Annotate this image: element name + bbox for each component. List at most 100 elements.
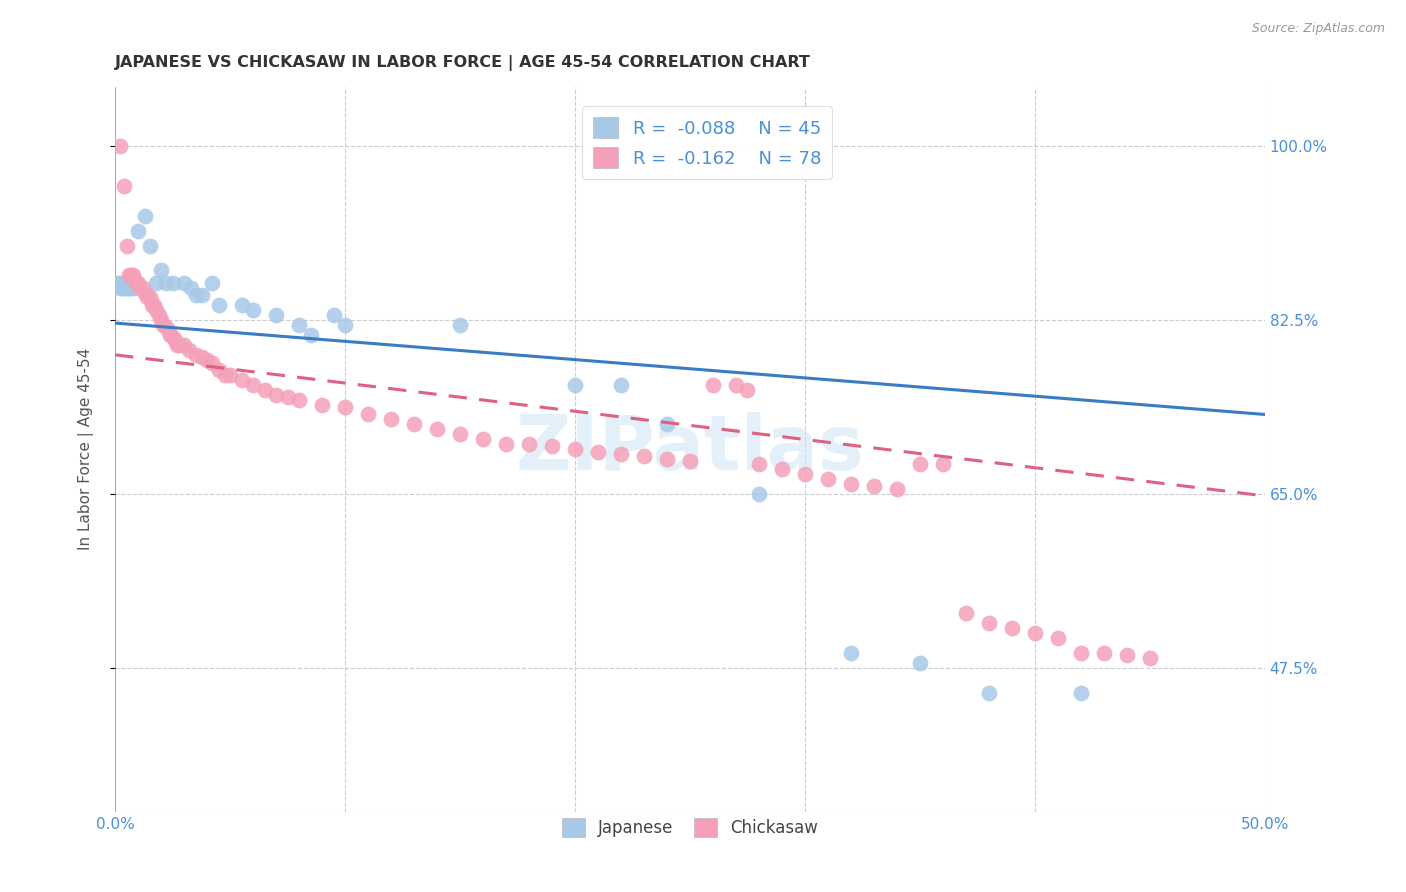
Point bbox=[115, 238, 138, 252]
Point bbox=[125, 277, 148, 291]
Point bbox=[155, 320, 177, 334]
Point bbox=[118, 268, 141, 283]
Point bbox=[118, 281, 141, 295]
Point bbox=[166, 338, 188, 352]
Point bbox=[138, 238, 160, 252]
Point bbox=[1024, 626, 1046, 640]
Point bbox=[184, 348, 207, 362]
Point bbox=[207, 298, 229, 312]
Point bbox=[125, 277, 148, 291]
Point bbox=[201, 277, 224, 291]
Point bbox=[162, 277, 184, 291]
Point bbox=[449, 427, 471, 442]
Point bbox=[886, 482, 908, 496]
Point bbox=[122, 268, 145, 283]
Point bbox=[150, 263, 173, 277]
Point bbox=[333, 400, 356, 414]
Point bbox=[1115, 648, 1137, 662]
Point bbox=[155, 277, 177, 291]
Point bbox=[908, 656, 931, 670]
Point bbox=[610, 447, 633, 461]
Point bbox=[794, 467, 817, 481]
Point bbox=[169, 338, 191, 352]
Point bbox=[173, 338, 195, 352]
Point bbox=[195, 352, 218, 367]
Point bbox=[633, 449, 655, 463]
Point bbox=[129, 281, 152, 295]
Point bbox=[131, 281, 153, 295]
Point bbox=[977, 686, 1000, 700]
Point bbox=[112, 281, 135, 295]
Point bbox=[610, 377, 633, 392]
Point bbox=[264, 308, 287, 322]
Text: Source: ZipAtlas.com: Source: ZipAtlas.com bbox=[1251, 22, 1385, 36]
Point bbox=[702, 377, 724, 392]
Point bbox=[770, 462, 793, 476]
Point bbox=[108, 277, 131, 291]
Point bbox=[311, 397, 333, 411]
Point bbox=[449, 318, 471, 332]
Point bbox=[207, 363, 229, 377]
Point bbox=[253, 383, 276, 397]
Point bbox=[242, 303, 264, 318]
Point bbox=[118, 277, 141, 291]
Point bbox=[111, 277, 134, 291]
Point bbox=[839, 477, 862, 491]
Point bbox=[219, 368, 242, 382]
Point bbox=[122, 277, 145, 291]
Point bbox=[159, 328, 181, 343]
Point bbox=[655, 417, 678, 432]
Legend: Japanese, Chickasaw: Japanese, Chickasaw bbox=[555, 811, 825, 844]
Point bbox=[134, 286, 156, 301]
Point bbox=[517, 437, 540, 451]
Point bbox=[115, 277, 138, 291]
Text: JAPANESE VS CHICKASAW IN LABOR FORCE | AGE 45-54 CORRELATION CHART: JAPANESE VS CHICKASAW IN LABOR FORCE | A… bbox=[115, 55, 811, 71]
Point bbox=[152, 318, 174, 332]
Point bbox=[231, 298, 253, 312]
Point bbox=[402, 417, 425, 432]
Point bbox=[277, 390, 299, 404]
Point bbox=[679, 454, 702, 468]
Point bbox=[288, 318, 311, 332]
Point bbox=[163, 333, 186, 347]
Point bbox=[150, 313, 173, 327]
Point bbox=[1001, 621, 1024, 635]
Point bbox=[748, 487, 770, 501]
Point bbox=[141, 298, 163, 312]
Point bbox=[173, 277, 195, 291]
Point bbox=[184, 288, 207, 302]
Point bbox=[201, 356, 224, 370]
Point bbox=[655, 452, 678, 467]
Point bbox=[1046, 631, 1069, 645]
Point bbox=[136, 290, 159, 304]
Point bbox=[1139, 651, 1161, 665]
Point bbox=[180, 281, 202, 295]
Point bbox=[1070, 646, 1092, 660]
Point bbox=[863, 479, 886, 493]
Point bbox=[1070, 686, 1092, 700]
Point bbox=[586, 445, 609, 459]
Point bbox=[299, 328, 322, 343]
Point bbox=[288, 392, 311, 407]
Point bbox=[156, 323, 179, 337]
Text: ZIPatlas: ZIPatlas bbox=[516, 412, 865, 486]
Point bbox=[977, 616, 1000, 631]
Point bbox=[120, 281, 142, 295]
Point bbox=[134, 209, 156, 223]
Point bbox=[177, 343, 200, 357]
Point bbox=[112, 178, 135, 193]
Point bbox=[138, 290, 160, 304]
Point bbox=[127, 224, 149, 238]
Point bbox=[242, 377, 264, 392]
Point bbox=[380, 412, 402, 426]
Point bbox=[108, 281, 131, 295]
Point bbox=[143, 298, 166, 312]
Point bbox=[564, 442, 586, 457]
Point bbox=[839, 646, 862, 660]
Point bbox=[120, 277, 142, 291]
Point bbox=[112, 277, 135, 291]
Point bbox=[1092, 646, 1115, 660]
Point bbox=[322, 308, 344, 322]
Point bbox=[148, 308, 170, 322]
Point bbox=[115, 281, 138, 295]
